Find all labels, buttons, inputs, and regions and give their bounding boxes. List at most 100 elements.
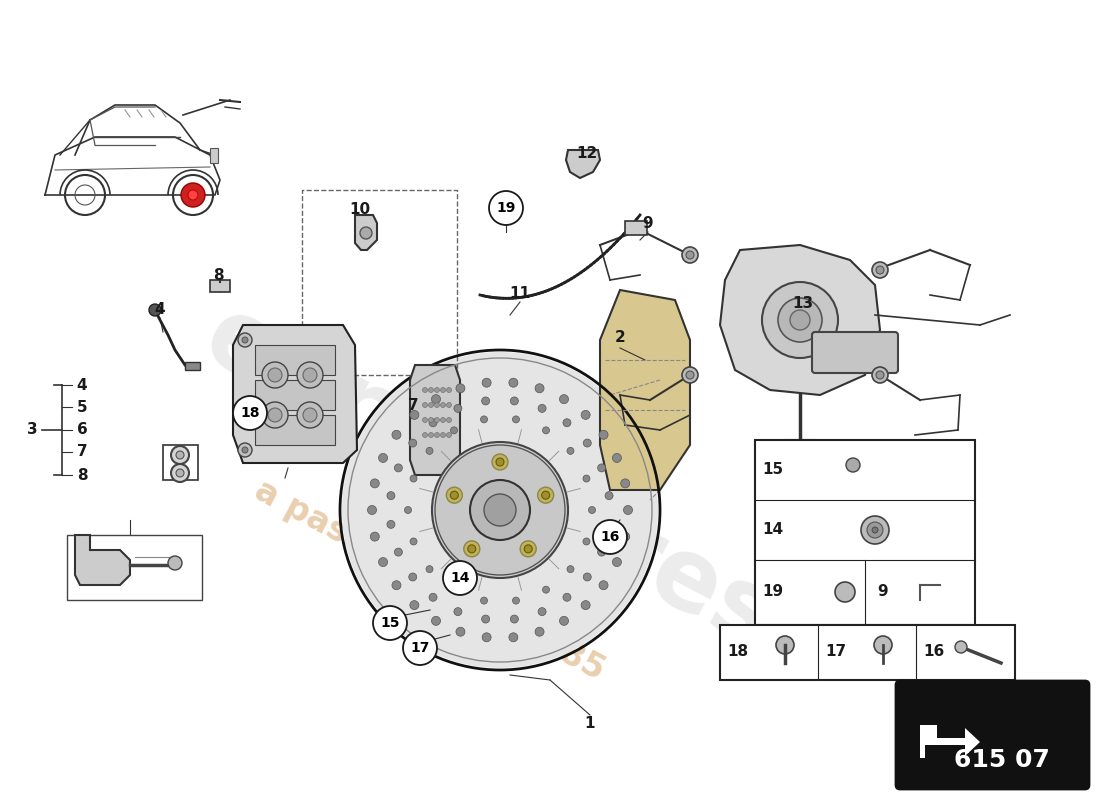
Circle shape [566, 447, 574, 454]
Polygon shape [720, 245, 880, 395]
Circle shape [535, 627, 544, 636]
Polygon shape [233, 325, 358, 463]
Polygon shape [920, 725, 980, 758]
Text: 2: 2 [615, 330, 626, 346]
Circle shape [367, 506, 376, 514]
Circle shape [581, 410, 590, 419]
Bar [302, 190, 456, 375]
Circle shape [520, 541, 536, 557]
Circle shape [620, 532, 629, 541]
Circle shape [583, 475, 590, 482]
Circle shape [429, 402, 433, 407]
Circle shape [405, 506, 411, 514]
Text: 15: 15 [381, 616, 399, 630]
Circle shape [541, 491, 550, 499]
Polygon shape [255, 415, 336, 445]
Circle shape [482, 378, 491, 387]
Text: 6: 6 [77, 422, 87, 438]
Text: 15: 15 [762, 462, 783, 478]
Circle shape [563, 418, 571, 426]
Bar [625, 221, 647, 235]
Circle shape [464, 541, 480, 557]
Polygon shape [566, 150, 600, 178]
Circle shape [513, 597, 519, 604]
Circle shape [509, 633, 518, 642]
Circle shape [600, 581, 608, 590]
Circle shape [447, 387, 451, 393]
Bar [185, 362, 200, 370]
Circle shape [492, 454, 508, 470]
Circle shape [302, 408, 317, 422]
Circle shape [776, 636, 794, 654]
Circle shape [542, 427, 550, 434]
Text: 4: 4 [155, 302, 165, 318]
Circle shape [434, 387, 440, 393]
Circle shape [182, 183, 205, 207]
Text: 16: 16 [923, 645, 945, 659]
Circle shape [429, 418, 437, 426]
Circle shape [874, 636, 892, 654]
Circle shape [481, 416, 487, 423]
Circle shape [440, 418, 446, 422]
Circle shape [510, 397, 518, 405]
Circle shape [387, 492, 395, 500]
Circle shape [434, 402, 440, 407]
Circle shape [481, 597, 487, 604]
Text: 18: 18 [727, 645, 749, 659]
Text: 17: 17 [410, 641, 430, 655]
Text: 10: 10 [350, 202, 371, 218]
Circle shape [403, 631, 437, 665]
Circle shape [262, 362, 288, 388]
Circle shape [342, 352, 658, 668]
Text: 7: 7 [77, 445, 87, 459]
Circle shape [686, 371, 694, 379]
Circle shape [410, 538, 417, 545]
Circle shape [682, 247, 698, 263]
Circle shape [455, 384, 465, 393]
Circle shape [560, 394, 569, 404]
Polygon shape [600, 290, 690, 490]
Text: 18: 18 [240, 406, 260, 420]
Circle shape [168, 556, 182, 570]
Circle shape [395, 464, 403, 472]
Circle shape [378, 558, 387, 566]
Text: 8: 8 [212, 267, 223, 282]
Circle shape [470, 480, 530, 540]
Text: 14: 14 [450, 571, 470, 585]
Circle shape [872, 262, 888, 278]
Circle shape [392, 430, 400, 439]
Circle shape [778, 298, 822, 342]
Bar [755, 440, 975, 625]
Bar [210, 280, 230, 292]
Circle shape [434, 418, 440, 422]
Circle shape [484, 494, 516, 526]
Text: 4: 4 [77, 378, 87, 393]
Circle shape [233, 396, 267, 430]
Circle shape [686, 251, 694, 259]
Circle shape [490, 191, 522, 225]
Text: 16: 16 [601, 530, 619, 544]
Circle shape [238, 443, 252, 457]
Circle shape [597, 464, 606, 472]
Polygon shape [355, 215, 377, 250]
Polygon shape [75, 535, 130, 585]
Circle shape [496, 458, 504, 466]
Circle shape [455, 627, 465, 636]
Circle shape [409, 573, 417, 581]
Circle shape [451, 586, 458, 593]
Circle shape [509, 378, 518, 387]
Circle shape [482, 633, 491, 642]
Circle shape [583, 439, 592, 447]
Polygon shape [255, 345, 336, 375]
Circle shape [447, 433, 451, 438]
Circle shape [242, 337, 248, 343]
Text: 3: 3 [26, 422, 37, 438]
Circle shape [682, 367, 698, 383]
Bar [67, 535, 202, 600]
Circle shape [525, 545, 532, 553]
Circle shape [431, 394, 440, 404]
Circle shape [482, 397, 490, 405]
Text: 12: 12 [576, 146, 597, 161]
Bar [210, 148, 218, 163]
Circle shape [482, 615, 490, 623]
